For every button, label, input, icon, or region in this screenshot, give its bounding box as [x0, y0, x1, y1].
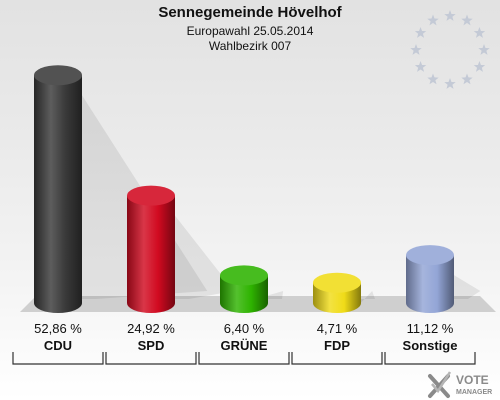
bar-grüne	[220, 275, 268, 313]
logo-vote-text: VOTE	[456, 373, 489, 387]
eu-star	[427, 73, 439, 85]
eu-star	[414, 61, 427, 72]
vote-manager-logo-icon: VOTE MANAGER	[428, 371, 492, 398]
eu-star	[444, 78, 456, 89]
bar-top-cdu	[34, 65, 82, 86]
bar-top-fdp	[313, 272, 361, 293]
bar-spd	[127, 195, 175, 313]
eu-star	[410, 44, 422, 55]
district-subtitle: Wahlbezirk 007	[208, 39, 292, 53]
value-label: 11,12 %	[407, 321, 454, 336]
category-bracket	[105, 352, 197, 365]
bar-shadow	[361, 291, 375, 303]
value-label: 4,71 %	[317, 321, 358, 336]
eu-star	[473, 61, 486, 72]
category-bracket	[12, 352, 104, 365]
logo-manager-text: MANAGER	[456, 389, 492, 396]
bar-top-sonstige	[406, 245, 454, 266]
value-label: 6,40 %	[224, 321, 265, 336]
eu-star	[444, 10, 456, 21]
bar-sonstige	[406, 255, 454, 313]
category-label: GRÜNE	[221, 338, 268, 353]
category-label: SPD	[138, 338, 165, 353]
value-label: 52,86 %	[34, 321, 82, 336]
eu-star	[473, 27, 486, 38]
category-label: FDP	[324, 338, 350, 353]
category-bracket	[291, 352, 383, 365]
bar-shadow	[175, 215, 235, 299]
bar-shadow	[454, 275, 481, 299]
eu-star	[427, 14, 439, 26]
eu-star	[461, 73, 473, 85]
category-label: CDU	[44, 338, 72, 353]
category-bracket	[198, 352, 290, 365]
bar-cdu	[34, 75, 82, 313]
eu-star	[414, 27, 427, 38]
value-label: 24,92 %	[127, 321, 175, 336]
eu-star	[478, 44, 490, 55]
category-bracket	[384, 352, 476, 365]
category-label: Sonstige	[403, 338, 458, 353]
bar-top-grüne	[220, 265, 268, 286]
bar-shadow	[268, 291, 284, 299]
bar-top-spd	[127, 185, 175, 206]
eu-star	[461, 14, 473, 26]
election-subtitle: Europawahl 25.05.2014	[186, 24, 314, 38]
eu-stars-icon	[410, 10, 490, 89]
chart-title: Sennegemeinde Hövelhof	[158, 4, 342, 21]
